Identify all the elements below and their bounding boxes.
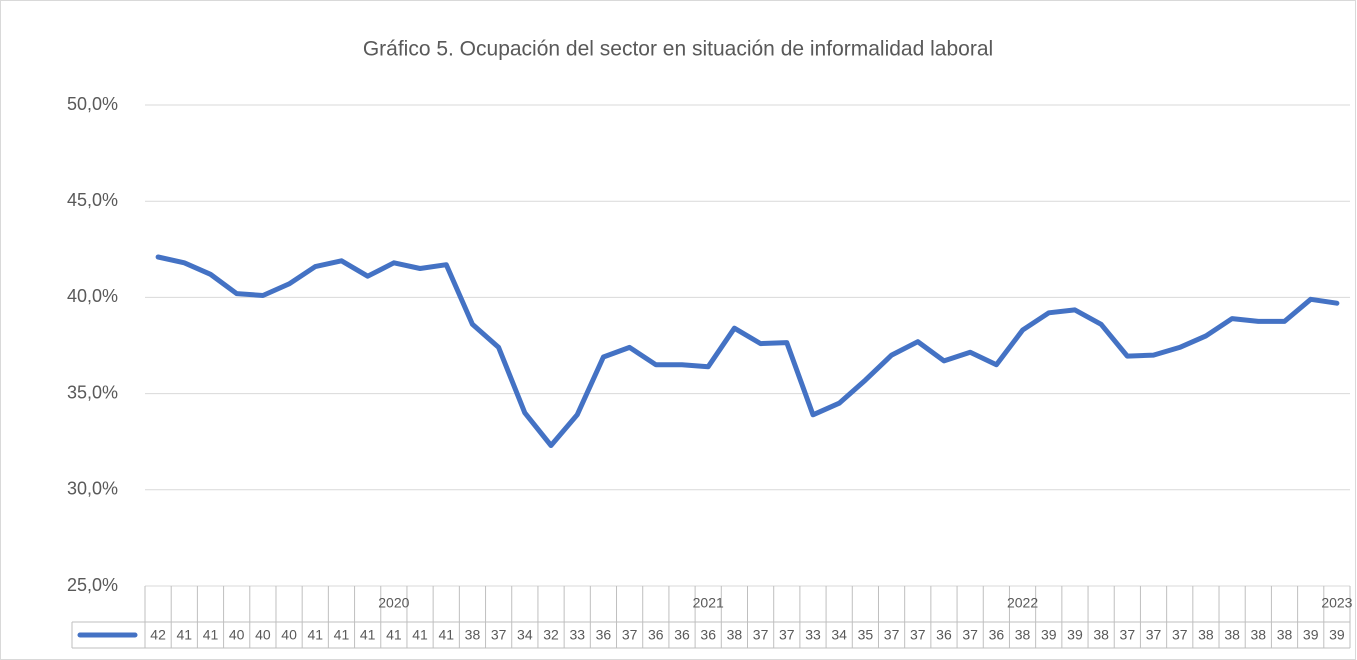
table-value: 38 [727,627,743,643]
table-value: 37 [962,627,978,643]
table-value: 33 [805,627,821,643]
series-line [155,254,1340,448]
table-value: 36 [674,627,690,643]
table-value: 37 [491,627,507,643]
table-value: 38 [1093,627,1109,643]
y-tick-label: 50,0% [67,94,118,114]
table-value: 41 [203,627,219,643]
table-value: 41 [177,627,193,643]
chart-title: Gráfico 5. Ocupación del sector en situa… [363,38,993,61]
table-value: 33 [569,627,585,643]
table-value: 36 [989,627,1005,643]
table-value: 34 [831,627,847,643]
table-value: 37 [622,627,638,643]
table-value: 35 [858,627,874,643]
table-value: 39 [1041,627,1057,643]
y-tick-label: 40,0% [67,286,118,306]
table-value: 41 [412,627,428,643]
table-value: 38 [1277,627,1293,643]
table-value: 34 [517,627,533,643]
table-value: 37 [1172,627,1188,643]
table-value: 41 [334,627,350,643]
table-value: 42 [150,627,166,643]
table-value: 37 [884,627,900,643]
y-tick-label: 25,0% [67,575,118,595]
table-value: 37 [1120,627,1136,643]
y-tick-label: 30,0% [67,479,118,499]
x-group-label: 2020 [378,595,409,611]
table-value: 32 [543,627,559,643]
table-value: 37 [753,627,769,643]
table-value: 40 [281,627,297,643]
table-value: 38 [1224,627,1240,643]
table-value: 39 [1303,627,1319,643]
table-value: 38 [1251,627,1267,643]
table-value: 39 [1067,627,1083,643]
table-value: 41 [386,627,402,643]
table-value: 36 [936,627,952,643]
table-value: 36 [596,627,612,643]
table-value: 40 [229,627,245,643]
table-value: 36 [648,627,664,643]
table-value: 37 [779,627,795,643]
table-value: 41 [360,627,376,643]
table-value: 39 [1329,627,1345,643]
table-value: 41 [438,627,454,643]
x-group-label: 2021 [693,595,724,611]
table-value: 41 [307,627,323,643]
y-tick-label: 45,0% [67,190,118,210]
table-value: 36 [700,627,716,643]
y-tick-label: 35,0% [67,382,118,402]
table-value: 38 [1015,627,1031,643]
table-value: 40 [255,627,271,643]
table-value: 38 [465,627,481,643]
table-value: 37 [1146,627,1162,643]
table-value: 38 [1198,627,1214,643]
x-group-label: 2022 [1007,595,1038,611]
table-value: 37 [910,627,926,643]
x-group-label: 2023 [1321,595,1352,611]
